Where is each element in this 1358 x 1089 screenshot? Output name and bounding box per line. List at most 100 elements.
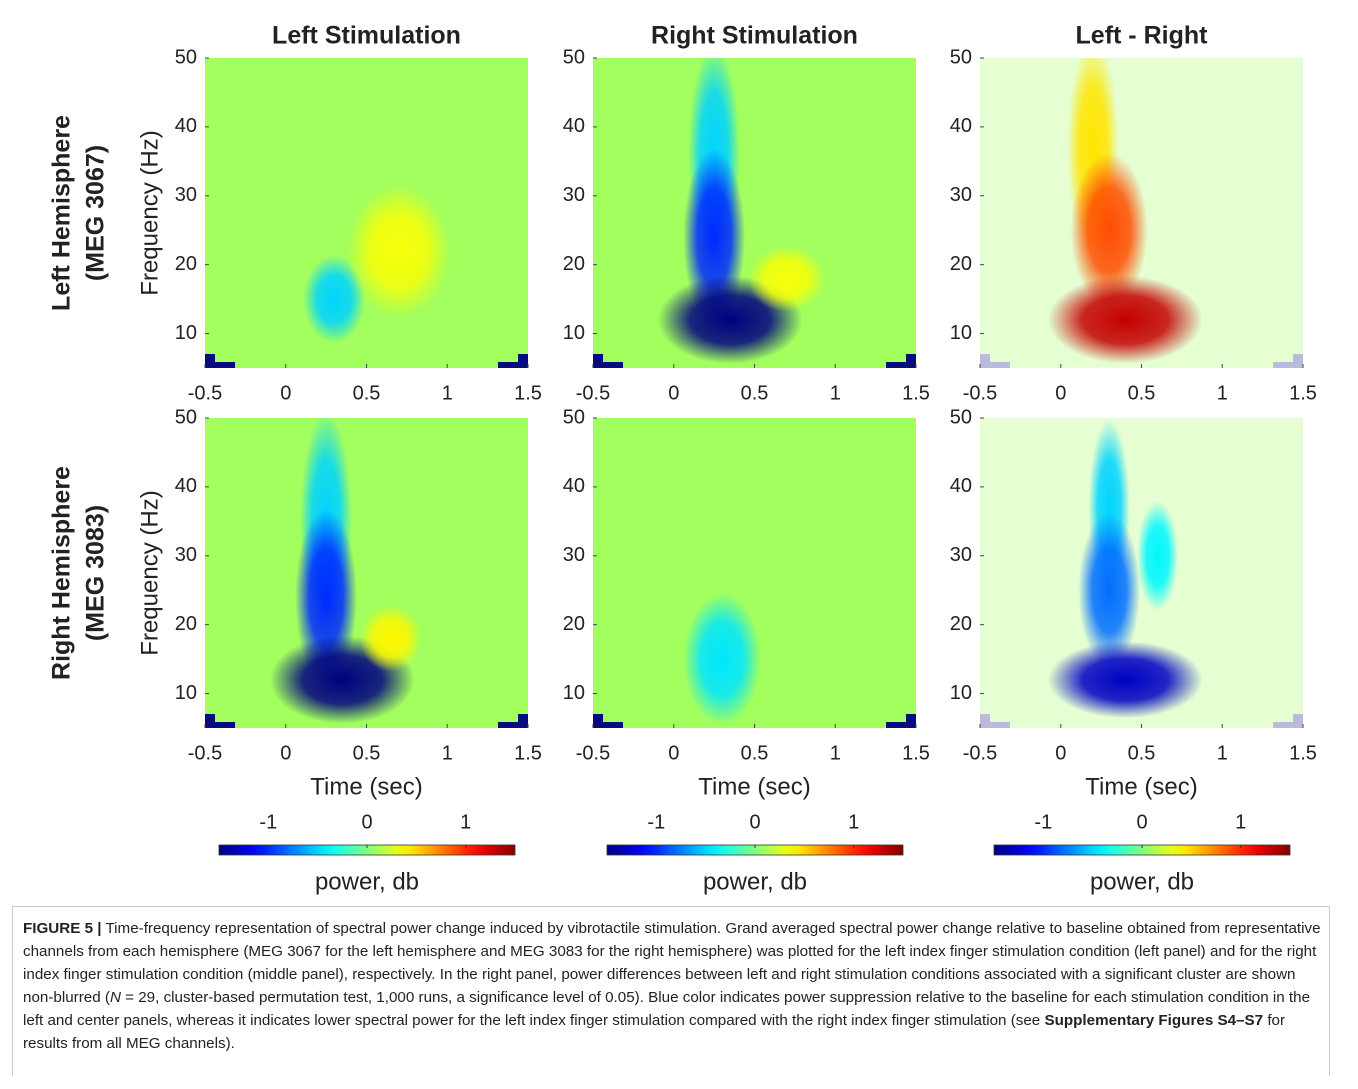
colorbar-tick-label: 1 <box>1235 811 1246 833</box>
corner-mark <box>205 714 215 728</box>
panel-title: Right Stimulation <box>651 22 858 50</box>
corner-mark <box>886 722 916 728</box>
colorbar-tick-label: 0 <box>361 811 372 833</box>
colorbar-label: power, db <box>315 868 419 895</box>
y-tick-label: 10 <box>950 322 972 344</box>
x-tick-label: -0.5 <box>576 382 610 404</box>
row-label: Left Hemisphere <box>48 115 76 311</box>
x-tick-label: 0.5 <box>741 382 769 404</box>
x-tick-label: 1 <box>442 742 453 764</box>
caption-text: Time-frequency representation of spectra… <box>23 920 1321 1006</box>
blob <box>1078 513 1141 668</box>
blob <box>1136 500 1179 611</box>
x-tick-label: 0.5 <box>1128 382 1156 404</box>
y-tick-label: 20 <box>175 613 197 635</box>
x-tick-label: -0.5 <box>188 742 222 764</box>
colorbar-tick-label: 1 <box>848 811 859 833</box>
y-tick-label: 40 <box>175 115 197 137</box>
row-label: (MEG 3067) <box>82 145 110 281</box>
y-tick-label: 40 <box>563 475 585 497</box>
x-tick-label: 1.5 <box>514 742 542 764</box>
y-tick-label: 10 <box>563 682 585 704</box>
caption-text: Supplementary Figures S4–S7 <box>1044 1012 1264 1029</box>
y-tick-label: 10 <box>950 682 972 704</box>
colorbar-label: power, db <box>1090 868 1194 895</box>
x-tick-label: 0 <box>668 742 679 764</box>
caption-text: for results from all MEG channels). <box>23 1012 1286 1052</box>
y-tick-label: 40 <box>950 115 972 137</box>
blob <box>303 255 366 344</box>
blob <box>683 592 761 726</box>
panel-title: Left Stimulation <box>272 22 461 50</box>
corner-mark <box>205 722 235 728</box>
x-tick-label: 1.5 <box>902 742 930 764</box>
blob <box>748 245 826 312</box>
x-axis-label: Time (sec) <box>698 773 810 800</box>
caption: FIGURE 5 | Time-frequency representation… <box>12 906 1330 1076</box>
y-tick-label: 30 <box>175 544 197 566</box>
y-tick-label: 30 <box>563 544 585 566</box>
x-tick-label: -0.5 <box>576 742 610 764</box>
corner-mark <box>498 722 528 728</box>
blob <box>359 605 422 672</box>
heatmap <box>205 58 528 368</box>
y-tick-label: 40 <box>563 115 585 137</box>
x-tick-label: 1.5 <box>902 382 930 404</box>
y-tick-label: 30 <box>563 184 585 206</box>
row-label: Right Hemisphere <box>48 466 76 680</box>
corner-mark <box>593 722 623 728</box>
x-tick-label: -0.5 <box>963 382 997 404</box>
x-axis-label: Time (sec) <box>1085 773 1197 800</box>
heatmap <box>980 418 1303 728</box>
x-tick-label: 1.5 <box>1289 742 1317 764</box>
y-tick-label: 20 <box>563 253 585 275</box>
heatmap <box>980 58 1303 368</box>
blob <box>1047 275 1203 364</box>
y-tick-label: 50 <box>950 406 972 428</box>
x-tick-label: 1.5 <box>514 382 542 404</box>
y-tick-label: 20 <box>950 613 972 635</box>
x-tick-label: 0 <box>280 742 291 764</box>
heatmap <box>593 58 916 368</box>
corner-mark <box>906 714 916 728</box>
corner-mark <box>498 362 528 368</box>
colorbar-tick-label: 1 <box>460 811 471 833</box>
y-axis-label: Frequency (Hz) <box>136 490 163 655</box>
colorbar-tick-label: -1 <box>259 811 277 833</box>
y-tick-label: 50 <box>563 46 585 68</box>
colorbar-tick-label: -1 <box>647 811 665 833</box>
y-tick-label: 40 <box>175 475 197 497</box>
y-tick-label: 50 <box>175 406 197 428</box>
y-tick-label: 10 <box>175 322 197 344</box>
panel-title: Left - Right <box>1076 22 1209 50</box>
y-tick-label: 30 <box>950 184 972 206</box>
x-tick-label: 0.5 <box>353 382 381 404</box>
y-tick-label: 50 <box>175 46 197 68</box>
corner-mark <box>886 362 916 368</box>
x-tick-label: 1 <box>1217 382 1228 404</box>
x-tick-label: -0.5 <box>188 382 222 404</box>
y-tick-label: 30 <box>175 184 197 206</box>
x-tick-label: 1 <box>830 382 841 404</box>
x-tick-label: 0.5 <box>353 742 381 764</box>
corner-mark <box>518 714 528 728</box>
y-tick-label: 20 <box>563 613 585 635</box>
blob <box>1047 641 1203 719</box>
x-tick-label: 1 <box>442 382 453 404</box>
y-tick-label: 40 <box>950 475 972 497</box>
blob <box>347 184 451 318</box>
corner-mark <box>593 714 603 728</box>
x-tick-label: 0.5 <box>741 742 769 764</box>
x-tick-label: 1.5 <box>1289 382 1317 404</box>
y-tick-label: 20 <box>175 253 197 275</box>
y-tick-label: 50 <box>563 406 585 428</box>
blob <box>1070 153 1148 308</box>
colorbar-label: power, db <box>703 868 807 895</box>
y-tick-label: 10 <box>175 682 197 704</box>
x-tick-label: 0 <box>280 382 291 404</box>
x-tick-label: 1 <box>1217 742 1228 764</box>
y-axis-label: Frequency (Hz) <box>136 130 163 295</box>
y-tick-label: 20 <box>950 253 972 275</box>
colorbar-tick-label: 0 <box>1136 811 1147 833</box>
